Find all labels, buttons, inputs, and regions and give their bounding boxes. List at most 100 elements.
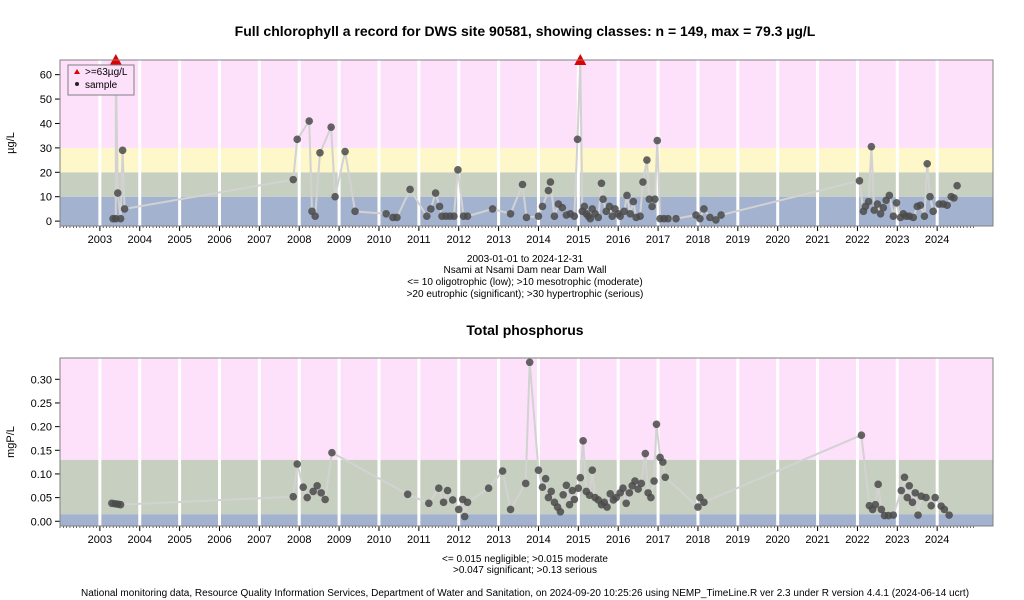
chlorophyll-sample-point — [696, 214, 704, 223]
phosphorus-sample-point — [328, 448, 336, 457]
chlorophyll-sample-point — [864, 197, 873, 206]
chlorophyll-sample-point — [953, 181, 961, 190]
chlorophyll-sample-points — [109, 54, 961, 224]
chlorophyll-sample-point — [892, 199, 901, 207]
chlorophyll-xtick-label-2017: 2017 — [646, 234, 670, 246]
phosphorus-sample-point — [443, 486, 452, 495]
phosphorus-xtick-label-2017: 2017 — [646, 534, 670, 546]
chlorophyll-ytick-label: 40 — [40, 118, 52, 130]
chlorophyll-sample-point — [599, 195, 607, 203]
phosphorus-sample-point — [116, 500, 125, 509]
chlorophyll-sample-point — [546, 178, 555, 186]
phosphorus-ytick-label: 0.15 — [31, 445, 52, 457]
chlorophyll-sample-point — [522, 213, 531, 222]
chlorophyll-sample-point — [623, 191, 631, 200]
chlorophyll-sample-point — [648, 202, 656, 211]
phosphorus-xtick-label-2010: 2010 — [367, 534, 391, 546]
phosphorus-xtick-label-2004: 2004 — [128, 534, 152, 546]
chlorophyll-ytick-label: 30 — [40, 143, 52, 155]
chlorophyll-sample-point — [626, 209, 634, 218]
phosphorus-sample-point — [619, 484, 627, 492]
phosphorus-ytick-label: 0.10 — [31, 469, 52, 481]
phosphorus-sample-point — [454, 505, 463, 514]
chlorophyll-sample-point — [620, 207, 628, 216]
phosphorus-sample-point — [911, 489, 920, 497]
legend-box — [67, 64, 135, 96]
chlorophyll-sample-point — [926, 192, 934, 201]
chlorophyll-sample-point — [293, 135, 302, 144]
phosphorus-sample-point — [534, 466, 543, 474]
chlorophyll-sample-point — [916, 201, 925, 210]
chlorophyll-sample-point — [636, 212, 644, 221]
chlorophyll-sample-point — [570, 212, 579, 221]
phosphorus-sample-point — [313, 481, 321, 490]
phosphorus-sample-point — [694, 503, 702, 511]
chlorophyll-xtick-label-2013: 2013 — [486, 234, 510, 246]
phosphorus-sample-point — [559, 490, 567, 499]
phosphorus-xtick-label-2016: 2016 — [606, 534, 630, 546]
phosphorus-sample-point — [425, 499, 433, 508]
chlorophyll-caption-line-1: 2003-01-01 to 2024-12-31 — [467, 254, 584, 265]
phosphorus-sample-point — [439, 498, 448, 507]
chlorophyll-sample-point — [855, 177, 864, 185]
chlorophyll-sample-point — [393, 213, 401, 222]
chlorophyll-sample-point — [406, 185, 414, 194]
phosphorus-sample-point — [576, 473, 585, 482]
chlorophyll-chart-title: Full chlorophyll a record for DWS site 9… — [235, 23, 816, 39]
chlorophyll-ytick-label: 10 — [40, 192, 52, 204]
phosphorus-sample-points — [108, 358, 953, 521]
phosphorus-sample-point — [538, 483, 547, 491]
chlorophyll-xtick-label-2011: 2011 — [407, 234, 431, 246]
chlorophyll-sample-point — [943, 201, 951, 210]
chlorophyll-sample-point — [327, 123, 335, 131]
phosphorus-xtick-label-2015: 2015 — [566, 534, 590, 546]
chlorophyll-sample-point — [423, 212, 431, 221]
chlorophyll-xtick-label-2023: 2023 — [885, 234, 909, 246]
phosphorus-sample-point — [652, 420, 661, 429]
chlorophyll-sample-point — [382, 209, 390, 218]
chlorophyll-sample-point — [929, 207, 937, 216]
phosphorus-sample-point — [588, 466, 597, 474]
chlorophyll-ytick-label: 0 — [46, 216, 52, 228]
phosphorus-ytick-label: 0.05 — [31, 493, 52, 505]
red-triangle-icon — [74, 69, 80, 74]
phosphorus-sample-point — [908, 498, 917, 507]
chlorophyll-xtick-label-2015: 2015 — [566, 234, 590, 246]
phosphorus-sample-point — [647, 493, 655, 502]
phosphorus-plot-frame — [59, 357, 994, 527]
chlorophyll-sample-point — [909, 213, 918, 222]
chlorophyll-band-3 — [60, 60, 993, 148]
chlorophyll-sample-point — [450, 212, 458, 221]
phosphorus-sample-point — [897, 486, 906, 495]
chlorophyll-sample-point — [643, 156, 651, 164]
chlorophyll-xtick-label-2019: 2019 — [726, 234, 750, 246]
chlorophyll-sample-point — [653, 136, 662, 145]
phosphorus-ytick-label: 0.20 — [31, 422, 52, 434]
chlorophyll-sample-point — [597, 179, 606, 188]
phosphorus-sample-point — [622, 499, 630, 508]
phosphorus-sample-point — [403, 490, 412, 499]
phosphorus-ytick-label: 0.25 — [31, 398, 52, 410]
chlorophyll-y-axis-label: µg/L — [5, 132, 17, 154]
chlorophyll-sample-point — [431, 189, 440, 197]
phosphorus-sample-point — [940, 505, 949, 514]
phosphorus-sample-point — [641, 449, 650, 458]
chlorophyll-sample-point — [885, 191, 894, 200]
chlorophyll-sample-point — [341, 147, 349, 156]
phosphorus-sample-point — [317, 489, 325, 497]
chlorophyll-sample-point — [311, 212, 319, 221]
phosphorus-xtick-label-2013: 2013 — [486, 534, 510, 546]
chlorophyll-sample-point — [538, 202, 547, 211]
legend-label-cap: >=63µg/L — [85, 67, 128, 78]
chlorophyll-ytick-label: 60 — [40, 70, 52, 82]
chlorophyll-xtick-label-2004: 2004 — [128, 234, 152, 246]
phosphorus-sample-point — [544, 493, 553, 502]
chlorophyll-sample-point — [608, 212, 617, 221]
phosphorus-ytick-label: 0.00 — [31, 516, 52, 528]
phosphorus-ytick-label: 0.30 — [31, 374, 52, 386]
phosphorus-sample-point — [661, 473, 670, 482]
phosphorus-sample-point — [625, 489, 634, 497]
chlorophyll-sample-point — [672, 214, 680, 223]
chlorophyll-sample-point — [950, 194, 958, 202]
phosphorus-class-bands — [60, 358, 993, 526]
